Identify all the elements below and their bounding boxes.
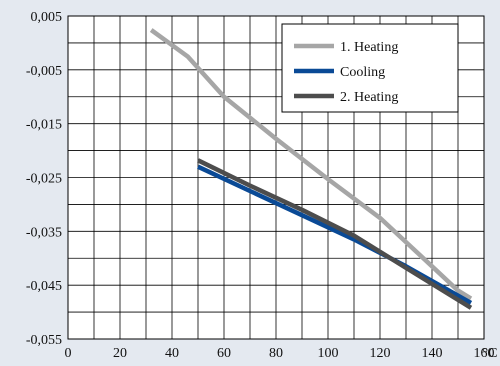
- y-tick-label: 0,005: [31, 10, 63, 25]
- legend-label: 2. Heating: [340, 90, 398, 105]
- y-tick-label: -0,025: [26, 172, 62, 187]
- x-tick-label: 40: [165, 346, 179, 361]
- y-tick-label: -0,045: [26, 279, 62, 294]
- series-line: [197, 158, 473, 310]
- x-tick-label: 100: [318, 346, 339, 361]
- y-tick-label: -0,055: [26, 333, 62, 348]
- y-tick-label: -0,035: [26, 225, 62, 240]
- y-tick-label: -0,005: [26, 64, 62, 79]
- x-tick-label: 80: [269, 346, 283, 361]
- x-tick-label: 60: [217, 346, 231, 361]
- legend-label: Cooling: [340, 65, 385, 80]
- x-unit-label: °C: [483, 346, 498, 361]
- y-tick-label: -0,015: [26, 118, 62, 133]
- x-tick-label: 120: [370, 346, 391, 361]
- legend-label: 1. Heating: [340, 40, 398, 55]
- x-tick-label: 20: [113, 346, 127, 361]
- x-tick-label: 0: [65, 346, 72, 361]
- x-tick-label: 140: [422, 346, 443, 361]
- x-tick-label: 160: [474, 346, 495, 361]
- series-line: [149, 28, 473, 301]
- plot-frame: [67, 15, 485, 340]
